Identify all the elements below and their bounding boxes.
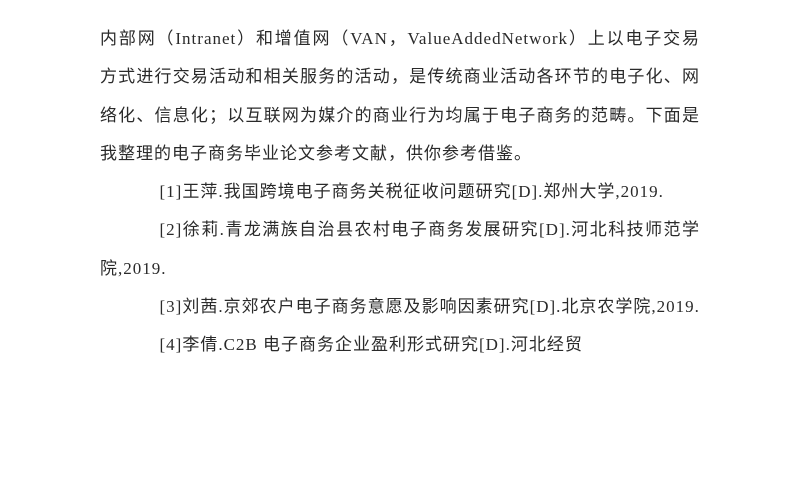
- reference-item: [3]刘茜.京郊农户电子商务意愿及影响因素研究[D].北京农学院,2019.: [100, 288, 700, 326]
- reference-item: [2]徐莉.青龙满族自治县农村电子商务发展研究[D].河北科技师范学院,2019…: [100, 211, 700, 288]
- reference-item: [1]王萍.我国跨境电子商务关税征收问题研究[D].郑州大学,2019.: [100, 173, 700, 211]
- document-page: 内部网（Intranet）和增值网（VAN，ValueAddedNetwork）…: [0, 0, 800, 384]
- intro-paragraph: 内部网（Intranet）和增值网（VAN，ValueAddedNetwork）…: [100, 20, 700, 173]
- reference-item: [4]李倩.C2B 电子商务企业盈利形式研究[D].河北经贸: [100, 326, 700, 364]
